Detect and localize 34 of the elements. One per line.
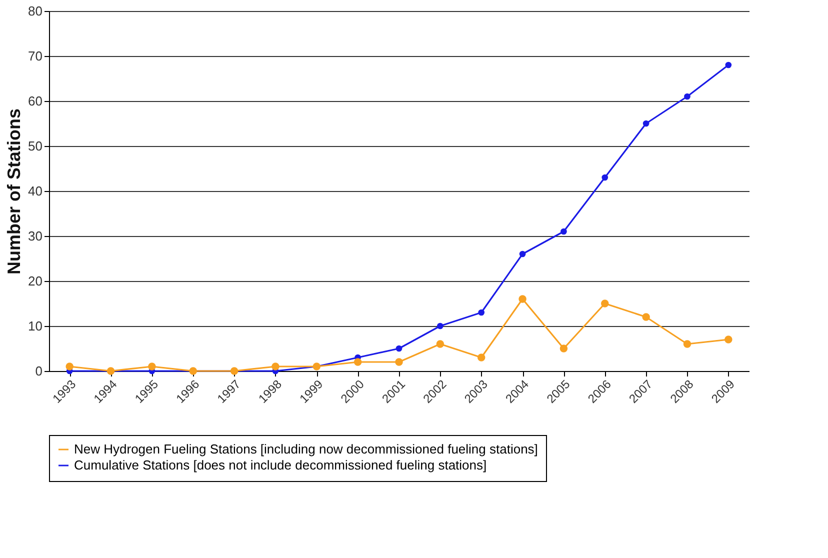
point — [560, 344, 568, 352]
point — [724, 336, 732, 344]
point — [148, 362, 156, 370]
point — [436, 340, 444, 348]
y-tick-label: 40 — [28, 184, 42, 198]
y-axis-title: Number of Stations — [4, 108, 24, 275]
point — [354, 358, 362, 366]
point — [601, 300, 609, 308]
point — [683, 340, 692, 348]
y-tick-label: 30 — [28, 228, 42, 244]
point — [725, 62, 732, 68]
point — [602, 174, 608, 181]
legend-label: New Hydrogen Fueling Stations [including now decommissioned fueling stations] — [74, 442, 538, 456]
y-tick-label: 80 — [28, 4, 42, 18]
point — [518, 295, 526, 303]
legend-label: Cumulative Stations [does not include decommissioned fueling stations] — [74, 458, 487, 472]
y-tick-label: 60 — [28, 94, 42, 108]
y-tick-label: 10 — [28, 318, 42, 334]
point — [395, 358, 403, 366]
point — [560, 228, 567, 235]
y-tick-label: 20 — [28, 274, 42, 288]
point — [642, 313, 650, 321]
y-tick-label: 0 — [35, 364, 42, 378]
point — [478, 309, 485, 316]
point — [477, 354, 486, 362]
point — [66, 362, 74, 370]
point — [437, 322, 444, 330]
point — [642, 120, 650, 127]
point — [519, 250, 526, 258]
point — [396, 345, 402, 352]
y-tick-label: 50 — [28, 138, 42, 154]
point — [684, 93, 690, 100]
y-tick-label: 70 — [28, 48, 42, 64]
point — [272, 362, 280, 370]
